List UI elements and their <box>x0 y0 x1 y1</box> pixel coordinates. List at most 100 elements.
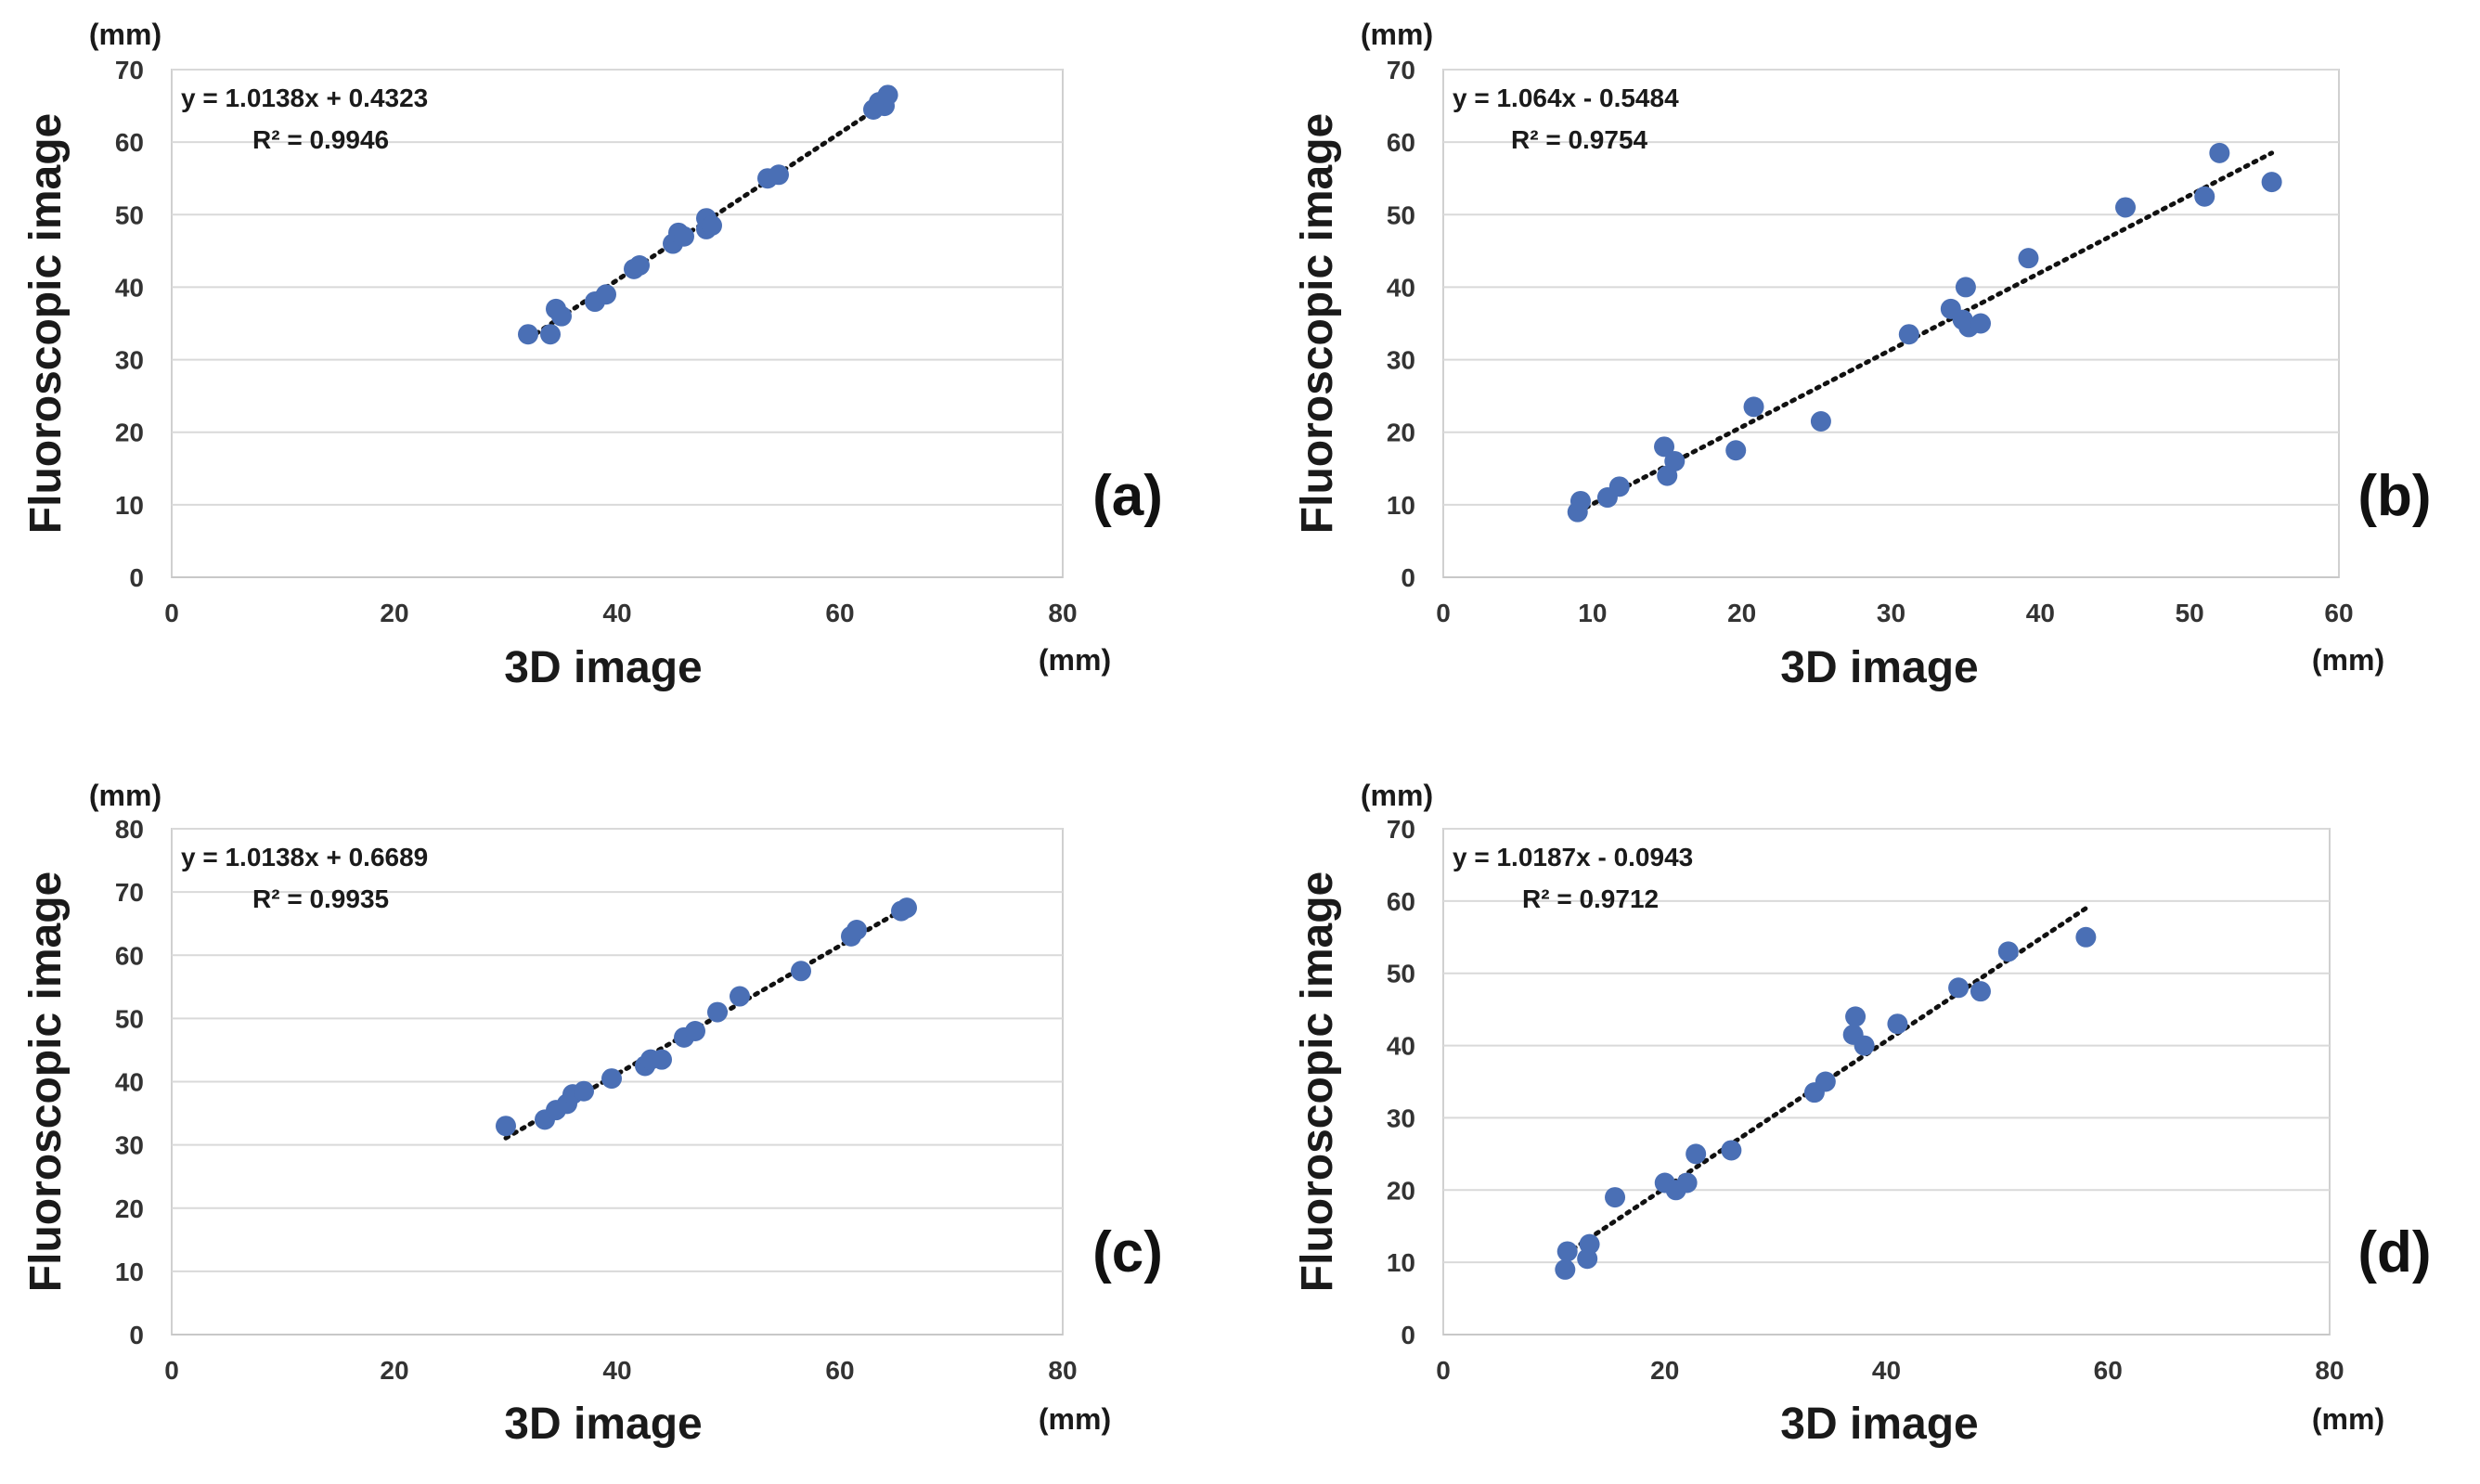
data-point <box>1608 476 1630 497</box>
plot-area-frame <box>171 69 1064 578</box>
y-tick-label: 60 <box>1387 128 1415 157</box>
r-squared-label: R² = 0.9946 <box>252 125 389 154</box>
data-point <box>1721 1140 1742 1161</box>
chart-panel-a: 0 10 20 30 40 50 60 70 0 20 40 60 80 y = 1.0138x + 0.… <box>21 18 1163 692</box>
r-squared-label: R² = 0.9935 <box>252 884 389 913</box>
x-tick-label: 40 <box>2026 599 2055 627</box>
y-tick-label: 40 <box>1387 273 1415 302</box>
data-point <box>1743 396 1764 418</box>
data-point <box>674 226 694 247</box>
trendline-equation: y = 1.0138x + 0.6689 <box>181 843 428 871</box>
x-tick-label: 0 <box>164 599 179 627</box>
x-tick-label: 0 <box>1436 1356 1451 1385</box>
y-tick-label: 30 <box>1387 346 1415 375</box>
y-tick-label: 40 <box>115 273 144 302</box>
data-point <box>596 284 616 305</box>
data-point <box>702 215 722 237</box>
data-point <box>1569 490 1591 511</box>
data-point <box>877 84 898 106</box>
data-point <box>1845 1006 1866 1027</box>
y-axis-title: Fluoroscopic image <box>1293 113 1342 534</box>
data-point <box>1605 1187 1626 1208</box>
data-point <box>1664 450 1686 471</box>
data-point <box>629 254 650 276</box>
y-tick-label: 0 <box>129 563 144 592</box>
y-tick-label: 30 <box>1387 1103 1415 1132</box>
data-point <box>897 897 917 919</box>
data-point <box>1970 981 1991 1002</box>
y-axis-unit: (mm) <box>1361 18 1433 51</box>
panel-label: (c) <box>1092 1220 1163 1284</box>
y-tick-label: 70 <box>115 878 144 907</box>
x-tick-label: 20 <box>1727 599 1756 627</box>
y-tick-label: 70 <box>1387 815 1415 844</box>
y-tick-label: 10 <box>115 491 144 520</box>
data-point <box>601 1068 622 1090</box>
y-axis-unit: (mm) <box>89 18 161 51</box>
data-point <box>791 961 811 982</box>
y-tick-label: 20 <box>115 419 144 447</box>
data-point <box>1579 1233 1600 1255</box>
x-tick-label: 80 <box>2315 1356 2344 1385</box>
y-tick-label: 0 <box>1401 563 1415 592</box>
x-axis-unit: (mm) <box>1039 643 1111 677</box>
r-squared-label: R² = 0.9712 <box>1522 884 1659 913</box>
x-tick-label: 60 <box>2094 1356 2123 1385</box>
y-tick-label: 0 <box>1401 1321 1415 1349</box>
data-point <box>1898 324 1919 345</box>
panel-label: (b) <box>2357 464 2431 528</box>
x-tick-label: 20 <box>380 1356 408 1385</box>
data-point <box>685 1021 705 1041</box>
data-point <box>2075 926 2097 948</box>
y-tick-label: 30 <box>115 1131 144 1160</box>
y-tick-label: 40 <box>1387 1032 1415 1061</box>
x-tick-label: 80 <box>1048 1356 1077 1385</box>
data-point <box>707 1001 728 1023</box>
y-tick-label: 50 <box>1387 960 1415 988</box>
data-point <box>540 324 561 345</box>
y-tick-label: 50 <box>1387 200 1415 229</box>
x-tick-label: 10 <box>1578 599 1607 627</box>
x-tick-label: 80 <box>1048 599 1077 627</box>
y-axis-title: Fluoroscopic image <box>21 871 71 1292</box>
y-tick-label: 20 <box>1387 419 1415 447</box>
plot-area-frame <box>1442 69 2340 578</box>
x-tick-label: 50 <box>2176 599 2204 627</box>
y-axis-unit: (mm) <box>89 779 161 812</box>
data-point <box>518 324 538 345</box>
y-tick-label: 50 <box>115 200 144 229</box>
x-tick-label: 0 <box>1436 599 1451 627</box>
data-point <box>2115 197 2137 218</box>
x-tick-label: 0 <box>164 1356 179 1385</box>
chart-panel-d: 0 10 20 30 40 50 60 70 0 20 40 60 80 y = 1.0187x - 0.… <box>1293 779 2432 1449</box>
y-tick-label: 50 <box>115 1004 144 1033</box>
x-axis-title: 3D image <box>1780 1400 1978 1449</box>
data-point <box>1556 1241 1578 1262</box>
data-point <box>730 986 750 1007</box>
y-axis-title: Fluoroscopic image <box>1293 871 1342 1292</box>
trendline-equation: y = 1.0138x + 0.4323 <box>181 84 428 112</box>
x-tick-label: 20 <box>380 599 408 627</box>
data-point <box>1725 440 1747 461</box>
x-axis-unit: (mm) <box>2312 643 2384 677</box>
chart-panel-b: 0 10 20 30 40 50 60 70 0 10 20 30 40 50 60 y = 1.064x -… <box>1293 18 2432 692</box>
data-point <box>1887 1013 1908 1035</box>
trendline <box>1562 906 2088 1257</box>
y-tick-label: 20 <box>115 1194 144 1223</box>
data-point <box>1948 977 1970 999</box>
data-point <box>551 305 572 327</box>
x-tick-label: 60 <box>2324 599 2353 627</box>
chart-panel-c: 0 10 20 30 40 50 60 70 80 0 20 40 60 80 y = 1.0138x + … <box>21 779 1163 1449</box>
y-tick-label: 70 <box>115 56 144 84</box>
y-tick-label: 10 <box>1387 491 1415 520</box>
data-point <box>1686 1143 1707 1165</box>
data-point <box>1810 410 1831 432</box>
data-point <box>769 164 789 186</box>
x-axis-title: 3D image <box>1780 643 1978 692</box>
y-tick-label: 60 <box>1387 887 1415 916</box>
y-tick-label: 10 <box>115 1258 144 1286</box>
data-point <box>652 1049 672 1070</box>
data-point <box>1854 1035 1875 1056</box>
data-point <box>574 1080 594 1102</box>
